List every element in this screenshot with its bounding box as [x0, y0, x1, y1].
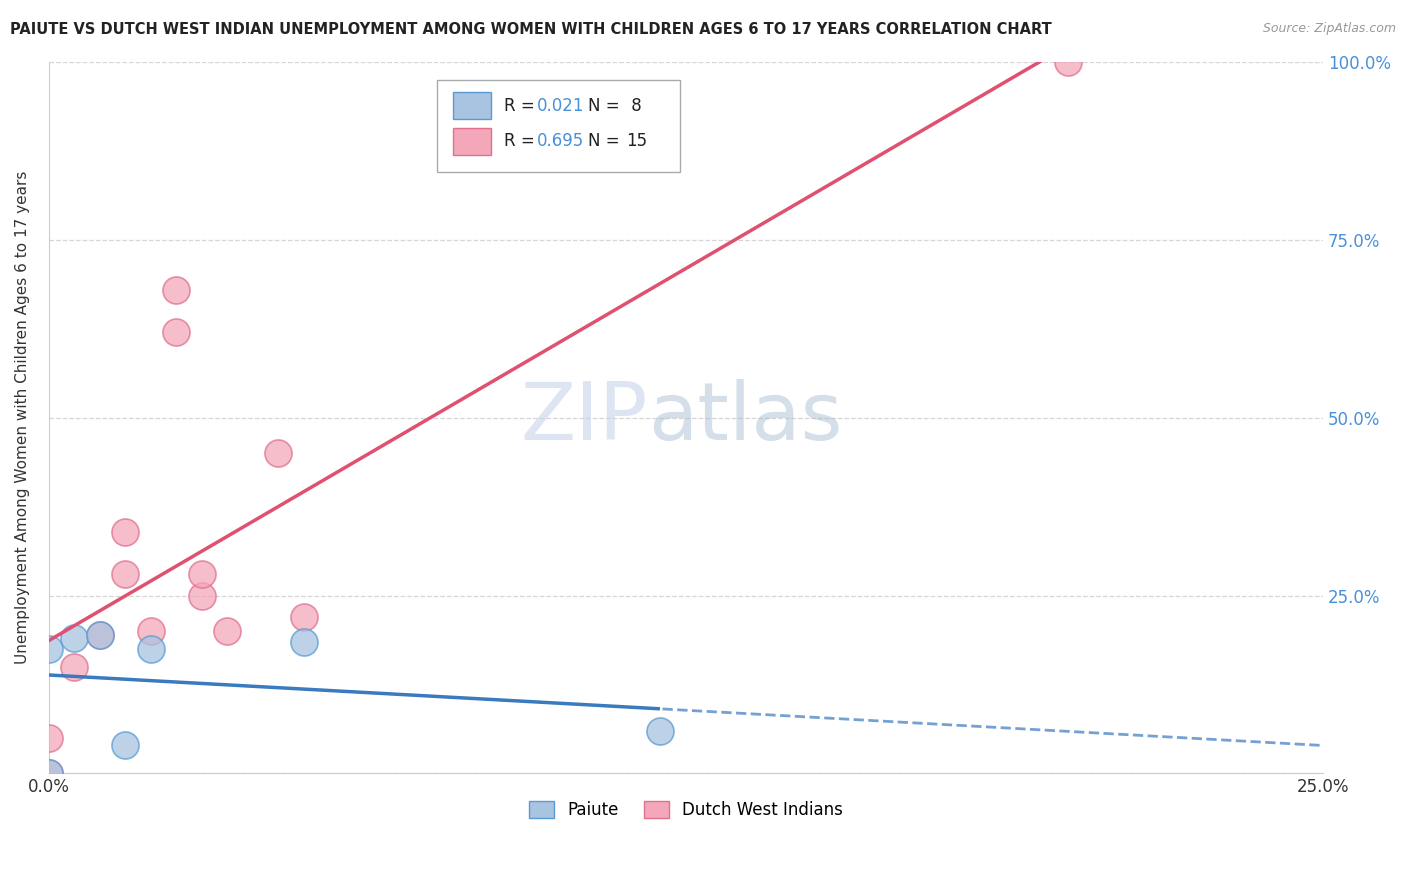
Text: Source: ZipAtlas.com: Source: ZipAtlas.com [1263, 22, 1396, 36]
Point [63, 632, 86, 646]
Y-axis label: Unemployment Among Women with Children Ages 6 to 17 years: Unemployment Among Women with Children A… [15, 171, 30, 665]
Text: PAIUTE VS DUTCH WEST INDIAN UNEMPLOYMENT AMONG WOMEN WITH CHILDREN AGES 6 TO 17 : PAIUTE VS DUTCH WEST INDIAN UNEMPLOYMENT… [10, 22, 1052, 37]
Point [63, 659, 86, 673]
Point [1057, 55, 1080, 70]
Point [139, 642, 162, 657]
Point [38, 642, 60, 657]
Text: 0.021: 0.021 [537, 96, 585, 114]
Point [190, 589, 212, 603]
Point [165, 283, 187, 297]
Text: R =: R = [503, 96, 540, 114]
Point [139, 624, 162, 639]
Point [38, 766, 60, 780]
Point [38, 766, 60, 780]
Point [89, 628, 111, 642]
Text: ZIP: ZIP [520, 379, 648, 457]
Point [114, 567, 136, 582]
Point [292, 610, 315, 624]
Text: 8: 8 [626, 96, 641, 114]
Point [292, 635, 315, 649]
Text: 15: 15 [626, 132, 647, 150]
Point [267, 446, 290, 460]
Point [114, 738, 136, 752]
Point [38, 731, 60, 745]
Point [217, 624, 239, 639]
Text: atlas: atlas [648, 379, 842, 457]
Text: N =: N = [588, 96, 624, 114]
Legend: Paiute, Dutch West Indians: Paiute, Dutch West Indians [522, 794, 849, 826]
Point [89, 628, 111, 642]
Point [165, 326, 187, 340]
Point [190, 567, 212, 582]
FancyBboxPatch shape [437, 80, 679, 172]
Text: R =: R = [503, 132, 540, 150]
Point [650, 723, 672, 738]
FancyBboxPatch shape [453, 92, 491, 119]
Text: N =: N = [588, 132, 624, 150]
Point [114, 524, 136, 539]
Text: 0.695: 0.695 [537, 132, 583, 150]
FancyBboxPatch shape [453, 128, 491, 154]
